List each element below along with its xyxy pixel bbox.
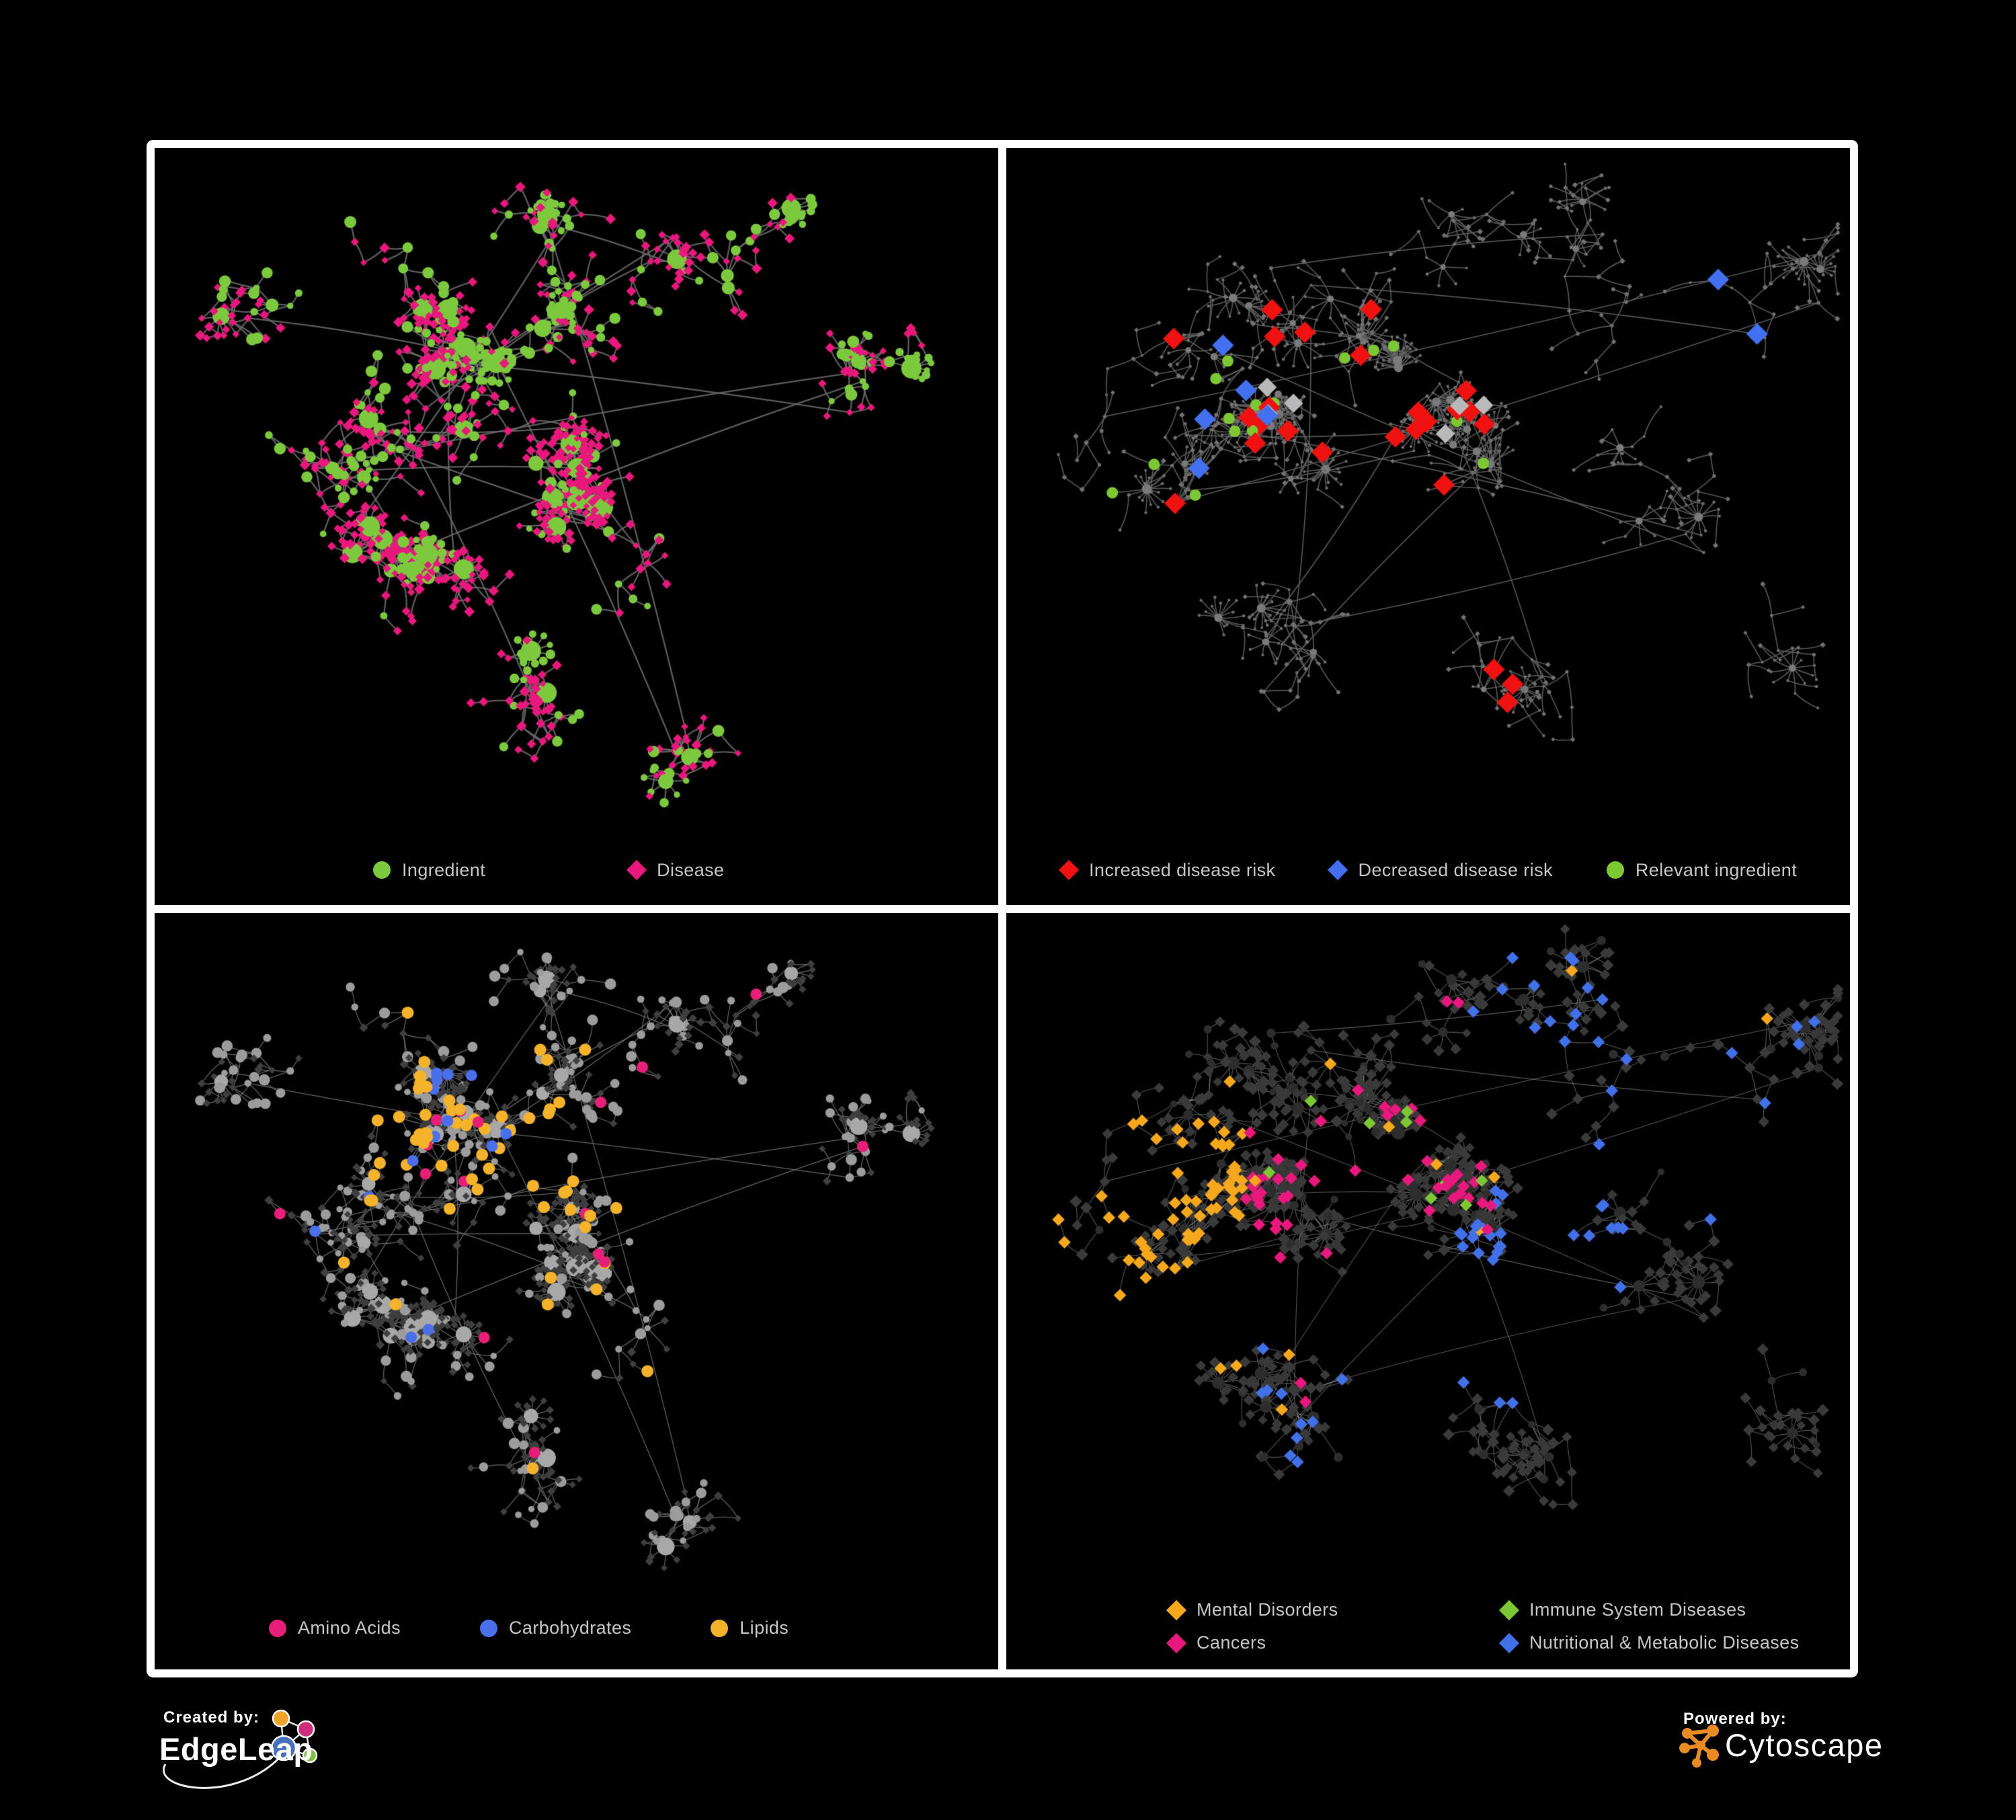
legend-item-ingredient: Ingredient	[373, 860, 485, 881]
panel-disease-category: Mental Disorders Immune System Diseases …	[1006, 912, 1850, 1669]
legend-label: Nutritional & Metabolic Diseases	[1529, 1632, 1800, 1653]
nutrient-class-network-canvas	[155, 912, 998, 1669]
panel-ingredient-disease: Ingredient Disease	[155, 148, 998, 905]
mental-disorders-swatch-icon	[1166, 1599, 1187, 1620]
cancers-swatch-icon	[1166, 1632, 1187, 1653]
cytoscape-icon-nodes	[1679, 1725, 1719, 1768]
lipids-swatch-icon	[711, 1619, 729, 1637]
edgeleap-node-orange	[272, 1709, 290, 1728]
powered-by-label: Powered by:	[1683, 1710, 1787, 1728]
cytoscape-logo-graphic: Powered by: Cytoscape	[1679, 1710, 1884, 1768]
legend-label: Relevant ingredient	[1635, 859, 1798, 880]
panel-nutrient-class: Amino Acids Carbohydrates Lipids	[155, 912, 998, 1669]
legend-label: Mental Disorders	[1197, 1599, 1338, 1620]
increased-risk-swatch-icon	[1058, 859, 1080, 881]
cytoscape-logo: Powered by: Cytoscape	[1679, 1710, 1894, 1772]
panel-grid: Ingredient Disease Increased disease ris…	[147, 140, 1858, 1677]
edgeleap-logo: Created by: EdgeLeap	[156, 1705, 358, 1792]
legend-ingredient-disease: Ingredient Disease	[373, 860, 724, 881]
edgeleap-node-blue	[270, 1735, 297, 1762]
ingredient-disease-network-canvas	[155, 148, 998, 905]
edgeleap-wordmark: EdgeLeap	[159, 1731, 313, 1767]
edgeleap-swoosh	[163, 1755, 282, 1789]
amino-acids-swatch-icon	[269, 1619, 286, 1637]
legend-item-amino-acids: Amino Acids	[269, 1618, 401, 1638]
legend-label: Immune System Diseases	[1529, 1599, 1746, 1620]
disease-swatch-icon	[627, 859, 647, 881]
relevant-ingredient-swatch-icon	[1606, 861, 1624, 879]
legend-item-carbohydrates: Carbohydrates	[479, 1618, 632, 1638]
legend-item-lipids: Lipids	[711, 1618, 789, 1638]
legend-disease-risk: Increased disease risk Decreased disease…	[1058, 859, 1798, 881]
legend-label: Ingredient	[402, 859, 486, 880]
created-by-label: Created by:	[163, 1708, 259, 1727]
carbohydrates-swatch-icon	[479, 1619, 497, 1637]
legend-item-relevant-ingredient: Relevant ingredient	[1606, 859, 1798, 881]
legend-label: Disease	[657, 859, 725, 880]
disease-risk-network-canvas	[1006, 148, 1850, 905]
legend-item-decreased-risk: Decreased disease risk	[1328, 859, 1553, 881]
edgeleap-node-green	[302, 1747, 318, 1764]
legend-label: Increased disease risk	[1089, 859, 1276, 880]
edgeleap-logo-graphic: Created by: EdgeLeap	[159, 1708, 318, 1789]
ingredient-swatch-icon	[373, 861, 391, 879]
nutritional-metabolic-swatch-icon	[1498, 1632, 1520, 1653]
edgeleap-node-pink	[296, 1720, 315, 1739]
immune-diseases-swatch-icon	[1498, 1599, 1520, 1620]
legend-item-immune-diseases: Immune System Diseases	[1498, 1599, 1799, 1620]
legend-item-increased-risk: Increased disease risk	[1058, 859, 1276, 881]
legend-item-disease: Disease	[627, 859, 725, 881]
legend-disease-category: Mental Disorders Immune System Diseases …	[1166, 1599, 1800, 1653]
cytoscape-wordmark: Cytoscape	[1725, 1727, 1884, 1763]
legend-label: Decreased disease risk	[1358, 859, 1553, 880]
disease-category-network-canvas	[1006, 912, 1850, 1669]
legend-nutrient-class: Amino Acids Carbohydrates Lipids	[269, 1618, 789, 1638]
legend-item-mental-disorders: Mental Disorders	[1166, 1599, 1500, 1620]
decreased-risk-swatch-icon	[1328, 859, 1348, 881]
legend-label: Lipids	[739, 1618, 789, 1638]
legend-label: Carbohydrates	[508, 1618, 632, 1638]
legend-label: Amino Acids	[298, 1618, 401, 1638]
panel-disease-risk: Increased disease risk Decreased disease…	[1006, 148, 1850, 905]
legend-label: Cancers	[1197, 1632, 1266, 1653]
legend-item-nutritional-metabolic: Nutritional & Metabolic Diseases	[1498, 1632, 1800, 1653]
legend-item-cancers: Cancers	[1166, 1632, 1500, 1653]
